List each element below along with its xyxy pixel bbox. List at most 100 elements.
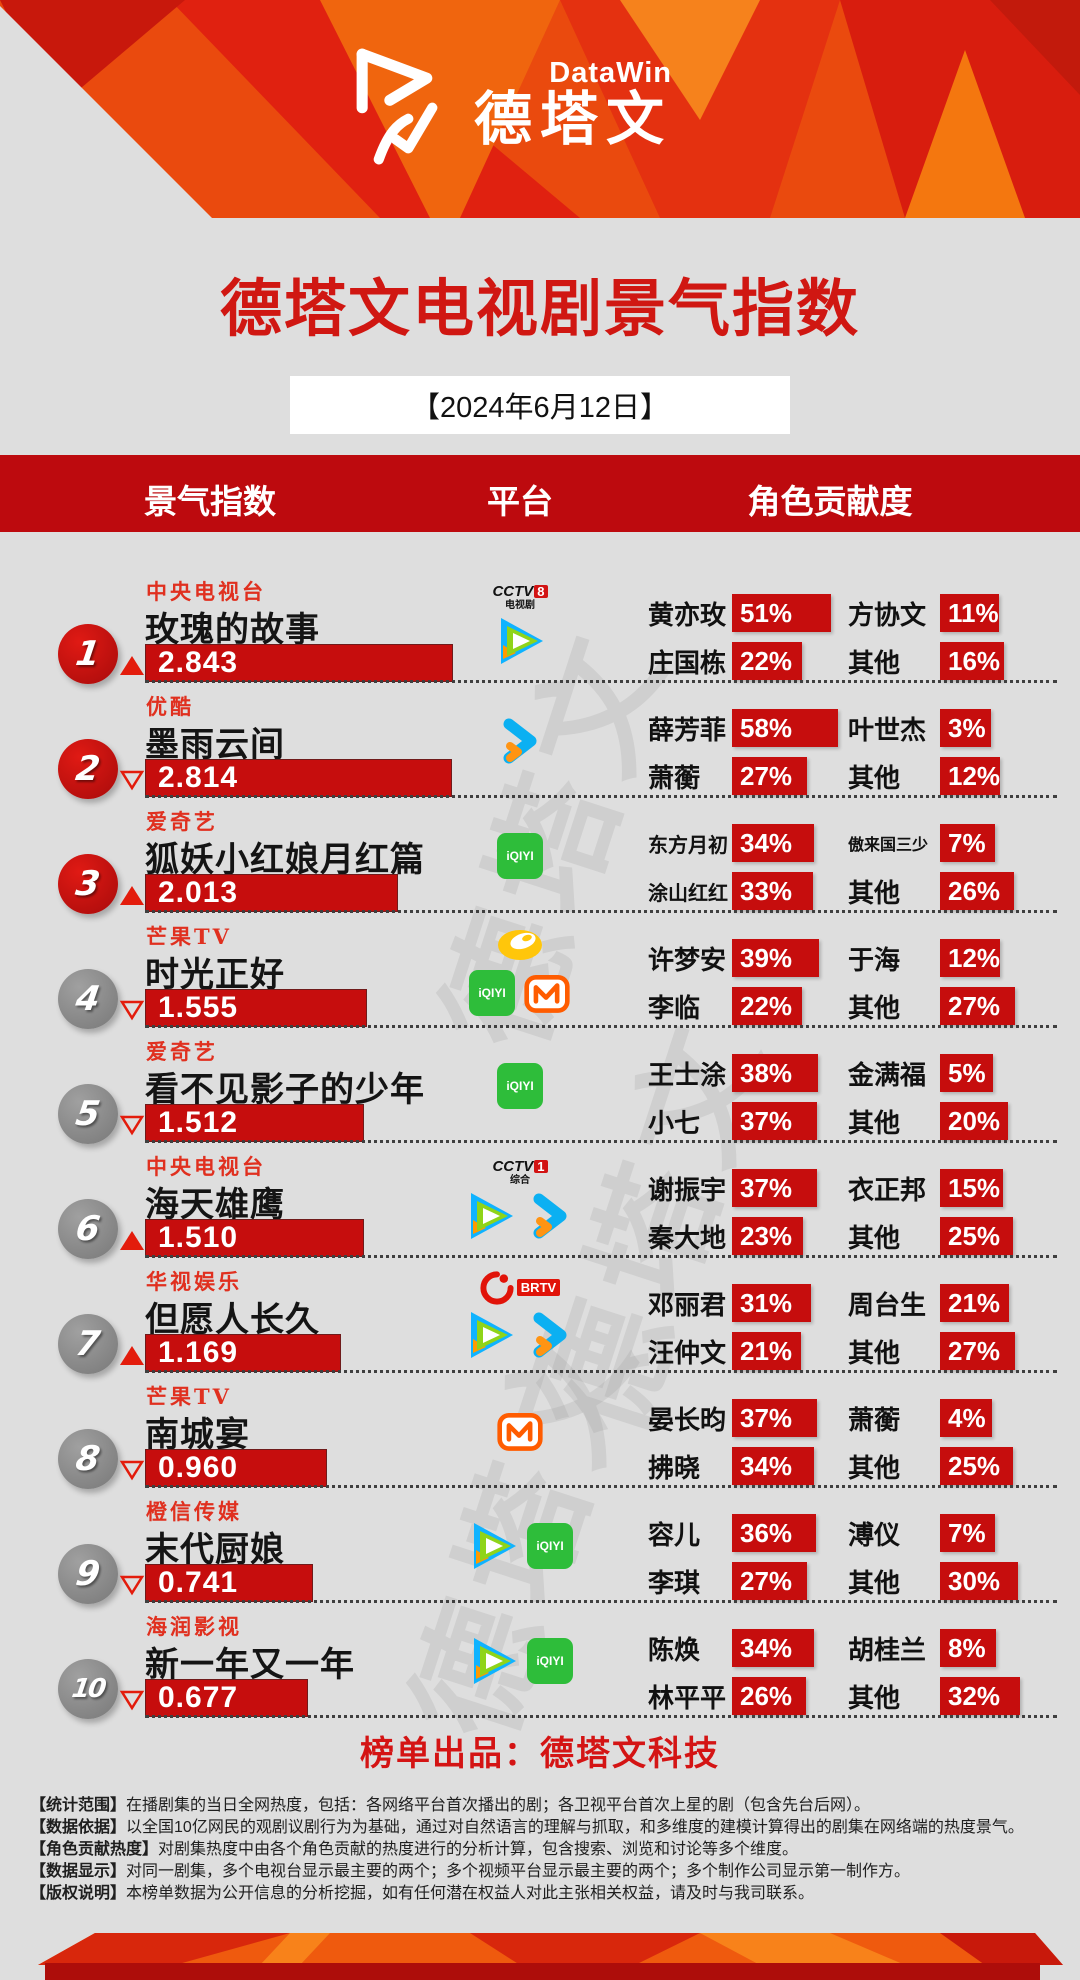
rank-number: 2	[73, 749, 103, 789]
footnote-label: 【统计范围】	[30, 1797, 127, 1814]
actor-name: 其他	[848, 877, 901, 908]
actor-name: 其他	[848, 1452, 901, 1483]
cctv1-icon: CCTV 1 综合	[492, 1158, 548, 1186]
actor-name: 其他	[848, 992, 901, 1023]
rank-badge: 9	[58, 1544, 118, 1604]
drama-title: 时光正好	[145, 956, 285, 994]
contribution-bar: 30%	[940, 1562, 1018, 1600]
rank-badge: 1	[58, 624, 118, 684]
column-index-label: 景气指数	[144, 483, 276, 520]
contribution-bar: 7%	[940, 1514, 995, 1552]
contribution-value: 11%	[948, 597, 999, 628]
row-divider	[145, 1255, 1057, 1258]
actor-name: 傲来国三少	[848, 837, 929, 854]
contribution-value: 7%	[948, 827, 986, 858]
footnote-label: 【数据依据】	[30, 1819, 127, 1836]
row-divider	[145, 1485, 1057, 1488]
index-bar: 2.843	[145, 644, 453, 682]
contribution-value: 16%	[948, 645, 1001, 676]
footnote: 【统计范围】在播剧集的当日全网热度，包括：各网络平台首次播出的剧；各卫视平台首次…	[30, 1797, 871, 1814]
contribution-bar: 27%	[940, 1332, 1015, 1370]
rank-number: 6	[73, 1209, 103, 1249]
footnote: 【角色贡献热度】对剧集热度中由各个角色贡献的热度进行的分析计算，包含搜索、浏览和…	[30, 1841, 799, 1858]
rank-number: 7	[73, 1324, 103, 1364]
contribution-value: 37%	[740, 1172, 793, 1203]
platform-line	[464, 1309, 576, 1361]
platform-cell	[430, 1373, 610, 1488]
contribution-value: 27%	[948, 990, 1001, 1021]
trend-up-icon	[119, 654, 145, 676]
contribution-bar: 5%	[940, 1054, 993, 1092]
drama-title: 墨雨云间	[145, 726, 285, 764]
cctv-channel-name: 综合	[509, 1175, 530, 1186]
report-date: 【2024年6月12日】	[411, 392, 669, 424]
platform-cell: BRTV	[430, 1258, 610, 1373]
contribution-value: 37%	[740, 1402, 793, 1433]
brand-text: DataWin 德塔文	[474, 57, 672, 151]
drama-title: 海天雄鹰	[145, 1186, 285, 1224]
actor-name: 其他	[848, 1107, 901, 1138]
drama-title: 末代厨娘	[145, 1531, 285, 1569]
top-banner	[0, 0, 1080, 218]
datawin-logo-icon	[356, 48, 438, 165]
actor-name: 晏长昀	[648, 1404, 727, 1435]
cctv-word: CCTV	[492, 1158, 534, 1175]
index-value: 1.169	[158, 1336, 239, 1369]
index-value: 0.741	[158, 1566, 239, 1599]
index-value: 2.013	[158, 876, 239, 909]
company-label: 爱奇艺	[146, 1039, 218, 1064]
drama-title: 狐妖小红娘月红篇	[145, 841, 425, 879]
tencent-video-icon	[474, 1637, 516, 1684]
contribution-bar: 36%	[732, 1514, 816, 1552]
ranking-list: 1 中央电视台 玫瑰的故事 2.843 CCTV 8 电视剧 黄亦玫 51% 方协文 11% 庄国栋 2…	[0, 568, 1080, 1719]
contribution-value: 21%	[740, 1335, 793, 1366]
contribution-bar: 22%	[732, 642, 802, 680]
contribution-bar: 23%	[732, 1217, 803, 1255]
row-divider	[145, 795, 1057, 798]
actor-name: 方协文	[848, 599, 927, 630]
footnote: 【数据依据】以全国10亿网民的观剧议剧行为为基础，通过对自然语言的理解与抓取，和…	[30, 1819, 1024, 1836]
actor-name: 其他	[848, 1222, 901, 1253]
drama-row: 4 芒果TV 时光正好 1.555 iQIYI 许梦安 39% 于海 12% 李临 22% 其他 27%	[0, 913, 1080, 1029]
contribution-value: 20%	[948, 1105, 1001, 1136]
actor-name: 周台生	[848, 1289, 927, 1320]
row-divider	[145, 680, 1057, 683]
drama-row: 9 橙信传媒 末代厨娘 0.741 iQIYI 容儿 36% 溥仪 7% 李琪 27% 其他 30%	[0, 1488, 1080, 1604]
contribution-bar: 34%	[732, 1629, 814, 1667]
actor-name: 庄国栋	[648, 647, 727, 678]
contribution-value: 36%	[740, 1517, 793, 1548]
platform-cell	[430, 683, 610, 798]
contribution-bar: 38%	[732, 1054, 818, 1092]
trend-down-icon	[119, 1574, 145, 1596]
contribution-value: 58%	[740, 712, 793, 743]
company-label: 芒果TV	[146, 924, 232, 949]
actor-name: 许梦安	[648, 944, 727, 975]
actor-name: 李琪	[648, 1567, 701, 1598]
index-bar: 1.169	[145, 1334, 341, 1372]
company-label: 中央电视台	[146, 579, 266, 604]
trend-up-icon	[119, 1344, 145, 1366]
actor-name: 容儿	[648, 1519, 701, 1550]
footnote-label: 【版权说明】	[30, 1885, 127, 1902]
rank-badge: 10	[58, 1659, 118, 1719]
actor-name: 薛芳菲	[648, 714, 727, 745]
trend-down-icon	[119, 1114, 145, 1136]
company-label: 芒果TV	[146, 1384, 232, 1409]
row-divider	[145, 1715, 1057, 1718]
contribution-value: 12%	[948, 760, 1001, 791]
contribution-bar: 34%	[732, 824, 814, 862]
actor-name: 衣正邦	[848, 1174, 927, 1205]
row-divider	[145, 1600, 1057, 1603]
date-box: 【2024年6月12日】	[290, 376, 790, 434]
contribution-value: 34%	[740, 827, 793, 858]
hunan-tv-icon	[498, 929, 542, 960]
contribution-value: 37%	[740, 1105, 793, 1136]
contribution-bar: 11%	[940, 594, 999, 632]
contribution-bar: 22%	[732, 987, 802, 1025]
brtv-label: BRTV	[516, 1279, 561, 1296]
trend-up-icon	[119, 1229, 145, 1251]
row-divider	[145, 1140, 1057, 1143]
actor-name: 其他	[848, 1682, 901, 1713]
contribution-bar: 8%	[940, 1629, 996, 1667]
platform-line: BRTV	[480, 1270, 561, 1305]
